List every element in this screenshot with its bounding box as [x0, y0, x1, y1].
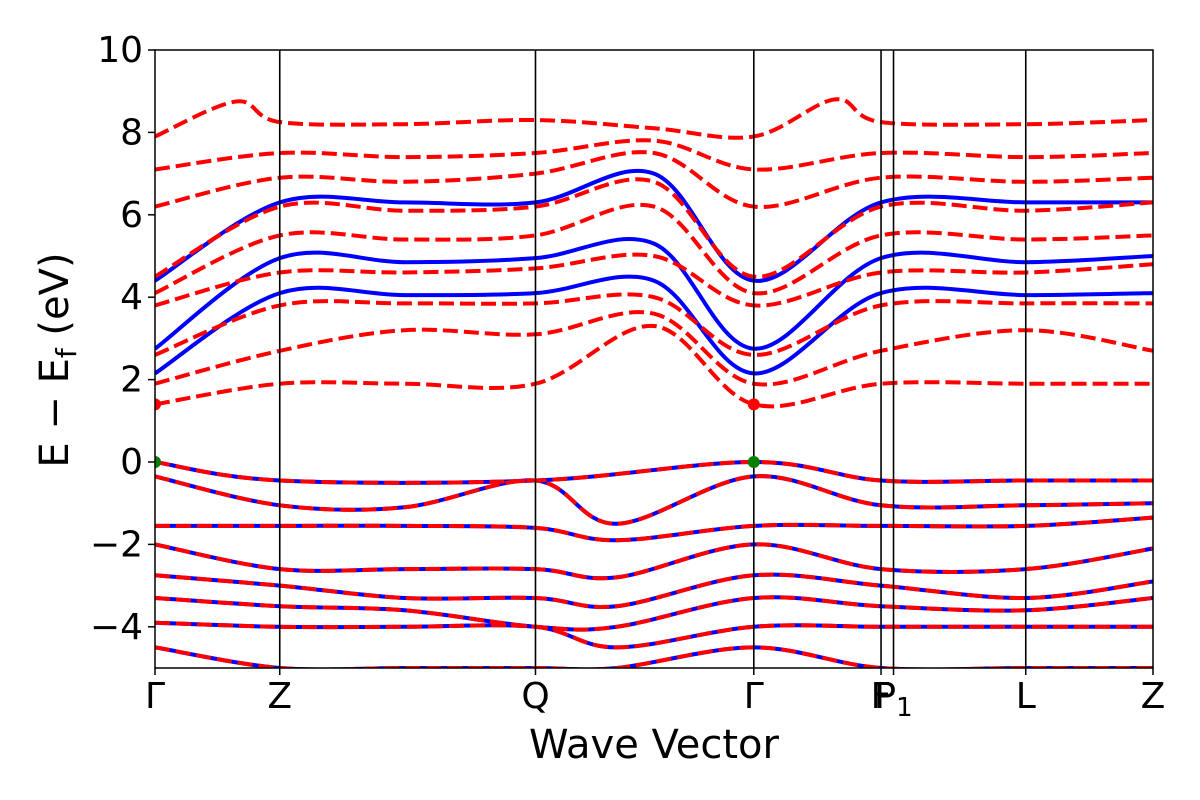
x-tick-label-5: P1: [874, 676, 912, 723]
y-tick-label-6: 8: [120, 112, 143, 153]
y-tick-label-7: 10: [97, 30, 143, 71]
band-edge-marker-0: [155, 456, 161, 468]
y-tick-label-2: 0: [120, 442, 143, 483]
solid-band-line-7: [155, 645, 1153, 668]
x-tick-label-6: L: [1016, 676, 1036, 717]
solid-band-line-3: [155, 542, 1153, 581]
dashed-band-line-13: [155, 177, 1153, 279]
y-tick-label-1: −2: [90, 524, 143, 565]
plot-frame: [154, 49, 1154, 669]
y-tick-label-5: 6: [120, 195, 143, 236]
y-axis-label: E − Ef (eV): [32, 252, 83, 467]
dashed-band-line-3: [155, 542, 1153, 581]
dashed-band-line-12: [155, 202, 1153, 296]
x-tick-label-3: Γ: [744, 676, 764, 717]
y-tick-label-0: −4: [90, 607, 143, 648]
dashed-band-line-15: [155, 138, 1153, 172]
band-edge-marker-1: [747, 456, 760, 468]
dashed-band-line-14: [155, 150, 1153, 209]
dashed-band-line-2: [155, 515, 1153, 543]
x-tick-label-4: F: [871, 676, 892, 717]
solid-band-line-9: [155, 237, 1153, 351]
dashed-band-line-0: [155, 460, 1153, 485]
solid-band-line-2: [155, 515, 1153, 543]
kpoint-lines: [278, 50, 1027, 668]
dashed-band-line-11: [155, 252, 1153, 308]
band-edge-marker-3: [747, 398, 760, 411]
x-axis-ticks: Γ Z Q Γ FP1 L Z: [145, 668, 1165, 723]
y-axis-ticks: −4 −2 0 2 4 6 8 10: [90, 30, 155, 648]
y-tick-label-3: 2: [120, 360, 143, 401]
bands-layer: [155, 97, 1153, 668]
solid-band-line-8: [155, 274, 1153, 376]
dashed-band-line-5: [155, 595, 1153, 632]
dashed-band-line-10: [155, 292, 1153, 357]
band-edge-marker-2: [155, 398, 161, 411]
x-axis-label: Wave Vector: [529, 722, 780, 768]
dashed-band-line-7: [155, 645, 1153, 668]
x-tick-label-1: Z: [267, 676, 292, 717]
solid-band-line-10: [155, 168, 1153, 283]
solid-band-line-4: [155, 572, 1153, 609]
dashed-band-line-6: [155, 620, 1153, 650]
x-tick-label-2: Q: [521, 676, 549, 717]
dashed-band-line-1: [155, 474, 1153, 526]
extremum-markers: [155, 398, 760, 468]
dashed-band-line-16: [155, 97, 1153, 140]
dashed-band-line-9: [155, 310, 1153, 387]
y-tick-label-4: 4: [120, 277, 143, 318]
x-tick-label-7: Z: [1141, 676, 1166, 717]
dashed-band-line-8: [155, 323, 1153, 409]
x-tick-label-0: Γ: [145, 676, 165, 717]
dashed-band-line-4: [155, 572, 1153, 609]
